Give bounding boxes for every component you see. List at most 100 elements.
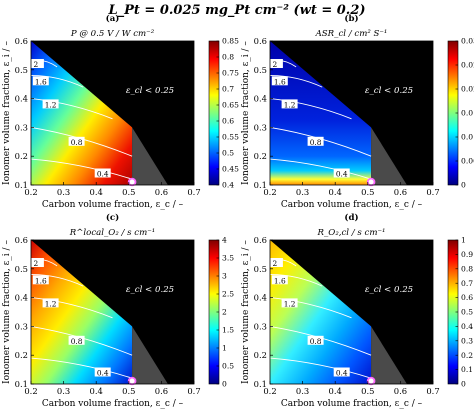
y-tick-label: 0.2 xyxy=(254,350,267,360)
contour-label-box xyxy=(333,367,350,377)
colorbar-tick-label: 1.5 xyxy=(222,326,234,335)
x-tick-label: 0.5 xyxy=(361,386,374,396)
contour-label: 0.8 xyxy=(71,337,83,346)
x-tick-label: 0.4 xyxy=(329,386,342,396)
x-axis-label: Carbon volume fraction, ε_c / – xyxy=(42,399,184,409)
contour-label-box xyxy=(333,168,350,178)
colorbar-tick-label: 0.55 xyxy=(222,133,239,142)
contour-label-box xyxy=(42,298,59,308)
colorbar-tick-label: 0.75 xyxy=(222,69,239,78)
x-tick-label: 0.6 xyxy=(394,386,407,396)
y-tick-label: 0.6 xyxy=(254,235,267,245)
y-tick-label: 0.5 xyxy=(254,264,267,274)
y-tick-label: 0.1 xyxy=(15,180,28,190)
contour-label: 0.4 xyxy=(97,369,109,378)
y-tick-label: 0.4 xyxy=(15,94,28,104)
y-tick-label: 0.2 xyxy=(15,350,28,360)
contour-label-box xyxy=(307,136,324,146)
panel-title: R^local_O₂ / s cm⁻¹ xyxy=(69,228,156,238)
colorbar-tick-label: 0.4 xyxy=(222,181,234,190)
x-tick-label: 0.7 xyxy=(187,187,200,197)
contour-label-box xyxy=(94,367,111,377)
contour-line xyxy=(30,75,84,88)
colorbar-tick-label: 0.8 xyxy=(461,264,473,273)
contour-label: 0.4 xyxy=(97,170,109,179)
contour-label-box xyxy=(68,335,85,345)
x-tick-label: 0.6 xyxy=(155,386,168,396)
panel-b: (b) ASR_cl / cm² S⁻¹ 0.4 0.8 1.2 1.6 2 ε_cl < 0… xyxy=(241,13,474,210)
colorbar-tick-label: 0.02 xyxy=(461,85,474,94)
contour-label-box xyxy=(32,76,49,86)
contour-label-box xyxy=(266,258,283,267)
optimum-marker xyxy=(127,376,137,386)
plot-frame xyxy=(269,239,434,385)
colorbar-tick-label: 0.6 xyxy=(461,293,473,302)
contour-label-box xyxy=(266,59,283,68)
x-tick-label: 0.2 xyxy=(263,386,276,396)
y-tick-label: 0.5 xyxy=(15,264,28,274)
colorbar-tick-label: 4 xyxy=(222,236,227,245)
colorbar-tick-label: 3 xyxy=(222,272,227,281)
infeasible-region xyxy=(371,127,407,185)
contour-label-box xyxy=(94,168,111,178)
colorbar-tick-label: 0.6 xyxy=(222,117,234,126)
region-annotation: ε_cl < 0.25 xyxy=(126,285,174,295)
y-axis-label: Ionomer volume fraction, ε_i / – xyxy=(2,41,12,185)
contour-line xyxy=(269,274,323,287)
colorbar-tick-label: 0 xyxy=(461,181,466,190)
contour-label: 1.2 xyxy=(45,100,57,109)
y-axis-label: Ionomer volume fraction, ε_i / – xyxy=(241,240,251,384)
figure-title: L_Pt = 0.025 mg_Pt cm⁻² (wt = 0.2) xyxy=(107,3,365,18)
region-annotation: ε_cl < 0.25 xyxy=(365,86,413,96)
x-tick-label: 0.3 xyxy=(57,187,70,197)
y-tick-label: 0.2 xyxy=(254,151,267,161)
contour-label-box xyxy=(32,275,49,285)
colorbar-tick-label: 0.5 xyxy=(222,362,234,371)
contour-line xyxy=(30,357,133,379)
infeasible-region xyxy=(132,127,168,185)
contour-label-box xyxy=(281,298,298,308)
colorbar-tick-label: 0.3 xyxy=(461,336,473,345)
colorbar-tick-label: 0.2 xyxy=(461,351,473,360)
infeasible-region xyxy=(371,326,407,384)
contour-label: 0.8 xyxy=(310,337,322,346)
contour-line xyxy=(30,158,133,180)
x-tick-label: 0.3 xyxy=(296,187,309,197)
colorbar xyxy=(208,40,220,186)
contour-label: 1.6 xyxy=(35,276,47,285)
contour-label: 1.2 xyxy=(284,100,296,109)
region-annotation: ε_cl < 0.25 xyxy=(126,86,174,96)
colorbar-tick-label: 1 xyxy=(222,344,227,353)
heatmap-region xyxy=(31,240,133,384)
contour-label: 1.2 xyxy=(45,299,57,308)
y-axis-label: Ionomer volume fraction, ε_i / – xyxy=(2,240,12,384)
contour-label-box xyxy=(27,258,44,267)
contour-label: 0.4 xyxy=(336,369,348,378)
y-tick-label: 0.3 xyxy=(15,321,28,331)
colorbar-tick-label: 3.5 xyxy=(222,254,234,263)
x-tick-label: 0.6 xyxy=(155,187,168,197)
heatmap-region xyxy=(270,41,372,185)
y-tick-label: 0.4 xyxy=(15,293,28,303)
region-annotation: ε_cl < 0.25 xyxy=(365,285,413,295)
contour-line xyxy=(30,274,84,287)
heatmap-region xyxy=(270,240,372,384)
colorbar-tick-label: 0.65 xyxy=(222,101,239,110)
x-tick-label: 0.5 xyxy=(122,187,135,197)
contour-label-box xyxy=(68,136,85,146)
infeasible-region xyxy=(132,326,168,384)
optimum-marker xyxy=(366,177,376,187)
contour-label: 1.2 xyxy=(284,299,296,308)
y-tick-label: 0.3 xyxy=(254,122,267,132)
colorbar-tick-label: 0.025 xyxy=(461,61,474,70)
x-tick-label: 0.7 xyxy=(187,386,200,396)
contour-label-box xyxy=(281,99,298,109)
y-tick-label: 0.6 xyxy=(15,36,28,46)
y-tick-label: 0.3 xyxy=(15,122,28,132)
colorbar-tick-label: 0 xyxy=(461,380,466,389)
y-tick-label: 0.4 xyxy=(254,94,267,104)
contour-label-box xyxy=(42,99,59,109)
x-tick-label: 0.5 xyxy=(361,187,374,197)
colorbar-tick-label: 1 xyxy=(461,236,466,245)
x-tick-label: 0.4 xyxy=(90,187,103,197)
